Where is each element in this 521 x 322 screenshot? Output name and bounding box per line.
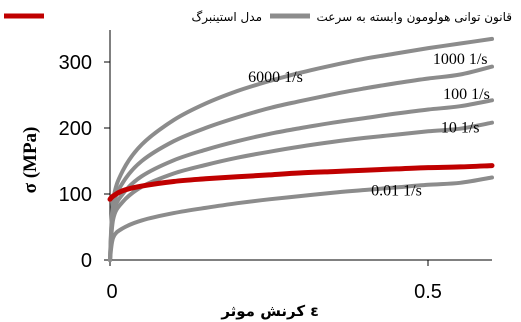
series-layer: [107, 36, 495, 262]
y-tick-label-0: 0: [81, 250, 92, 272]
series-annotation-2: 100 1/s: [443, 86, 490, 103]
x-tick-label-0-5: 0.5: [414, 281, 442, 303]
x-axis-title: کرنش موثر ε: [220, 302, 318, 320]
series-line-5: [108, 175, 494, 262]
y-tick-labels: 0 100 200 300: [59, 52, 92, 272]
y-axis-title: σ (MPa): [20, 127, 41, 194]
y-tick-label-300: 300: [59, 52, 92, 74]
series-line-4: [107, 163, 495, 202]
series-annotation-0: 6000 1/s: [248, 69, 303, 86]
series-line-1: [108, 64, 494, 262]
legend-label-steinberg: مدل استینبرگ: [192, 10, 263, 25]
y-tick-label-200: 200: [59, 118, 92, 140]
chart-legend: قانون توانی هولومون وابسته به سرعت مدل ا…: [4, 10, 512, 25]
series-line-0: [108, 36, 494, 262]
series-annotation-1: 1000 1/s: [433, 51, 488, 68]
series-line-3: [108, 120, 494, 262]
series-annotation-3: 10 1/s: [441, 120, 480, 137]
annotation-layer: 6000 1/s 1000 1/s 100 1/s 10 1/s 0.01 1/s: [248, 51, 490, 199]
x-tick-label-0: 0: [106, 281, 117, 303]
legend-label-holloman: قانون توانی هولومون وابسته به سرعت: [317, 10, 512, 25]
y-tick-label-100: 100: [59, 184, 92, 206]
series-annotation-4: 0.01 1/s: [371, 182, 422, 199]
x-tick-labels: 0 0.5: [106, 281, 441, 303]
